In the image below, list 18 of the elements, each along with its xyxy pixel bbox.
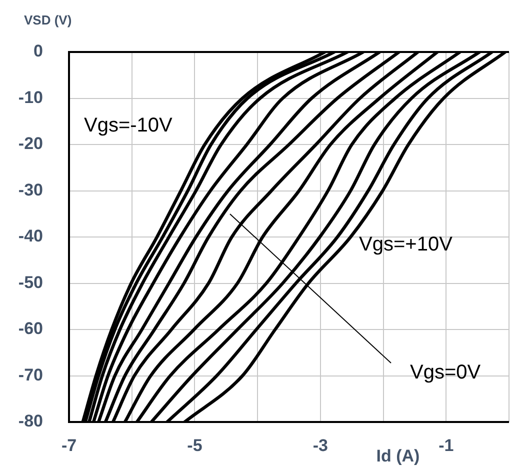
y-tick-label: 0 xyxy=(34,42,43,61)
y-tick-label: -20 xyxy=(18,134,43,154)
y-tick-label: -10 xyxy=(18,88,43,107)
y-axis-title: VSD (V) xyxy=(24,12,72,28)
annotation: Vgs=-10V xyxy=(84,114,174,137)
annotation: Vgs=+10V xyxy=(359,234,454,256)
y-tick-label: -80 xyxy=(18,412,43,431)
y-tick-label: -50 xyxy=(18,272,43,292)
x-axis-title: Id (A) xyxy=(376,446,420,466)
x-tick-label: -5 xyxy=(187,436,202,455)
annotation: Vgs=0V xyxy=(410,362,482,384)
x-tick-label: -1 xyxy=(438,436,454,455)
x-tick-label: -7 xyxy=(61,436,77,455)
y-tick-label: -70 xyxy=(18,365,43,384)
y-tick-label: -40 xyxy=(18,226,43,246)
x-tick-label: -3 xyxy=(312,436,328,455)
y-tick-label: -60 xyxy=(18,319,43,338)
y-tick-label: -30 xyxy=(18,180,43,200)
